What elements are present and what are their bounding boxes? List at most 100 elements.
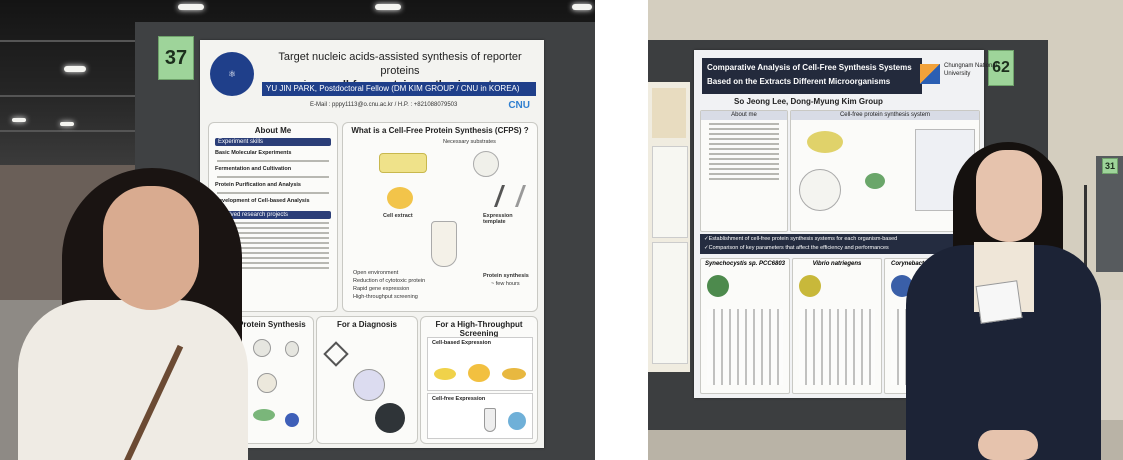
booth-number-tag: 62 [988, 50, 1014, 86]
university-logo-icon [920, 64, 940, 84]
poster-title: Comparative Analysis of Cell-Free Synthe… [702, 58, 922, 94]
data-plots [799, 309, 875, 385]
cell-extract-icon [387, 187, 413, 209]
substrate-icon [473, 151, 499, 177]
diagnosis-panel: For a Diagnosis [316, 316, 418, 444]
poster-email: E-Mail : pppy1113@o.cnu.ac.kr / H.P. : +… [310, 102, 458, 108]
substrates-label: Necessary substrates [443, 139, 496, 145]
extract-icon [257, 373, 277, 393]
organism-name: Vibrio natriegens [812, 261, 862, 267]
booth-number-tag: 37 [158, 36, 194, 80]
neighbor-poster [648, 82, 690, 372]
few-hours-label: ~ few hours [491, 281, 520, 287]
summary-line: ✓Comparison of key parameters that affec… [704, 245, 889, 251]
person-hands [978, 430, 1038, 460]
neighbor-booth [1096, 156, 1123, 272]
ceiling-light [178, 4, 204, 10]
diagnosis-heading: For a Diagnosis [336, 320, 397, 329]
extract-icon [865, 173, 885, 189]
organism-name: Synechocystis sp. PCC6803 [704, 261, 786, 267]
yeast-icon [285, 341, 299, 357]
membrane-protein-icon [253, 409, 275, 421]
summary-band: ✓Establishment of cell-free protein synt… [700, 234, 978, 254]
reporter-icon [508, 412, 526, 430]
research-projects-heading: Involved research projects [215, 211, 331, 219]
hts-panel: For a High-Throughput Screening Cell-bas… [420, 316, 538, 444]
therapeutic-protein-icon [285, 413, 299, 427]
organism-image [799, 275, 821, 297]
skill-item: Basic Molecular Experiments [215, 150, 292, 156]
summary-line: ✓Establishment of cell-free protein synt… [704, 236, 898, 242]
culture-icon [434, 368, 456, 380]
cell-extract-label: Cell extract [383, 213, 413, 219]
ceiling-light [64, 66, 86, 72]
neighbor-booth-number: 31 [1102, 158, 1118, 174]
cfps-heading: What is a Cell-Free Protein Synthesis (C… [351, 126, 529, 135]
cell-free-box: Cell-free Expression [427, 393, 533, 439]
organism-image [707, 275, 729, 297]
skill-item: Development of Cell-based Analysis [215, 198, 310, 204]
about-me-panel: About me [700, 110, 788, 232]
cfps-features: Open environment Reduction of cytotoxic … [353, 269, 425, 301]
poster-authors: So Jeong Lee, Dong-Myung Kim Group [734, 97, 883, 106]
university-name: Chungnam National University [944, 63, 998, 77]
ceiling-truss [0, 40, 150, 42]
cell-free-label: Cell-free Expression [432, 396, 486, 402]
experiment-skills-heading: Experiment skills [215, 138, 331, 146]
cfps-heading: Cell-free protein synthesis system [791, 111, 979, 120]
feature-item: Open environment [353, 270, 399, 276]
ribosome-icon [353, 369, 385, 401]
ceiling-light [375, 4, 401, 10]
detector-icon [375, 403, 405, 433]
person-shirt [18, 300, 248, 460]
name-badge [975, 280, 1023, 324]
organism-panel: Vibrio natriegens [792, 258, 882, 394]
ceiling-light [572, 4, 592, 10]
ceiling-truss [0, 95, 150, 97]
photo-left: 37 ⚛ Target nucleic acids-assisted synth… [0, 0, 595, 460]
cell-based-box: Cell-based Expression [427, 337, 533, 391]
expression-template-label: Expression template [483, 213, 513, 225]
poster-author: YU JIN PARK, Postdoctoral Fellow (DM KIM… [262, 82, 536, 96]
hts-heading: For a High-Throughput Screening [435, 320, 523, 338]
protein-synthesis-heading: For a Protein Synthesis [216, 320, 306, 329]
university-seal-icon: ⚛ [210, 52, 254, 96]
about-me-heading: About Me [254, 126, 292, 135]
ceiling-truss [0, 130, 150, 132]
ceiling-light [12, 118, 26, 122]
research-poster: ⚛ Target nucleic acids-assisted synthesi… [200, 40, 544, 448]
skill-item: Protein Purification and Analysis [215, 182, 301, 188]
colony-icon [502, 368, 526, 380]
poster-title-line1: Target nucleic acids-assisted synthesis … [278, 51, 522, 77]
feature-item: High-throughput screening [353, 294, 418, 300]
neighbor-poster-block [652, 146, 688, 238]
feature-item: Rapid gene expression [353, 286, 410, 292]
protein-synthesis-label: Protein synthesis [483, 273, 529, 279]
poster-header: ⚛ Target nucleic acids-assisted synthesi… [200, 40, 544, 118]
cfps-panel: What is a Cell-Free Protein Synthesis (C… [342, 122, 538, 312]
poster-title-line1: Comparative Analysis of Cell-Free Synthe… [707, 63, 912, 72]
flask-icon [468, 364, 490, 382]
lysis-icon [799, 169, 841, 211]
reaction-tube-icon [431, 221, 457, 267]
about-me-heading: About me [701, 111, 787, 120]
feature-item: Reduction of cytotoxic protein [353, 278, 426, 284]
cfps-panel: Cell-free protein synthesis system [790, 110, 980, 232]
organism-panel: Synechocystis sp. PCC6803 [700, 258, 790, 394]
dna-icon [493, 185, 527, 207]
ceiling-light [60, 122, 74, 126]
data-plots [707, 309, 783, 385]
skill-item: Fermentation and Cultivation [215, 166, 292, 172]
cell-icon [807, 131, 843, 153]
person-face [103, 186, 199, 310]
neighbor-poster-block [652, 242, 688, 364]
mammalian-cell-icon [253, 339, 271, 357]
photo-right: 62 31 Comparative Analysis of Cell-Free … [648, 0, 1123, 460]
neighbor-poster-block [652, 88, 686, 138]
cnu-logo: CNU [508, 100, 530, 111]
cell-based-label: Cell-based Expression [432, 340, 491, 346]
organism-name: Corynebacteri [891, 261, 932, 267]
plasmid-icon [379, 153, 427, 173]
sensor-icon [323, 341, 349, 367]
person-face [976, 150, 1042, 242]
